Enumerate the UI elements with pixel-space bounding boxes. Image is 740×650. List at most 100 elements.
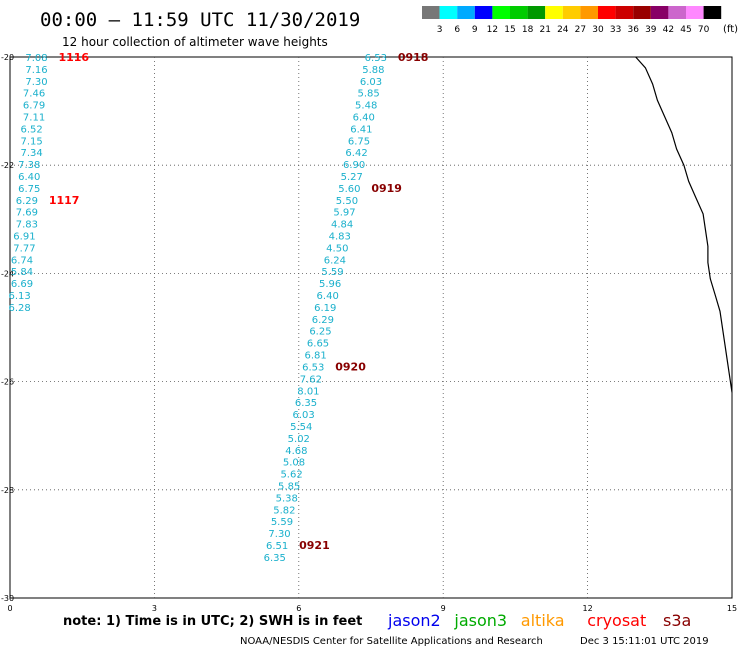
wave-height-value: 6.35 <box>295 398 317 409</box>
x-tick-label: 6 <box>296 604 301 613</box>
wave-height-value: 6.53 <box>302 362 324 373</box>
y-tick-label: -26 <box>1 378 14 387</box>
scale-tick-label: 18 <box>522 25 534 35</box>
scale-tick-label: 70 <box>698 25 710 35</box>
altimeter-passes: 7.087.167.307.466.797.116.527.157.347.38… <box>8 51 428 564</box>
wave-height-value: 6.03 <box>360 77 382 88</box>
pass-time-label: 0919 <box>371 182 402 195</box>
wave-height-value: 6.42 <box>345 148 367 159</box>
scale-swatch <box>474 6 493 19</box>
wave-height-value: 5.50 <box>336 196 358 207</box>
legend-altika: altika <box>521 611 565 630</box>
wave-height-value: 5.02 <box>288 434 310 445</box>
scale-swatch <box>492 6 510 19</box>
wave-height-value: 7.08 <box>25 53 47 64</box>
scale-tick-label: 42 <box>663 25 674 35</box>
x-tick-label: 12 <box>583 604 593 613</box>
wave-height-value: 6.29 <box>312 315 334 326</box>
y-tick-label: -28 <box>1 486 14 495</box>
pass-0920: 6.537.628.016.356.035.545.024.685.085.62… <box>268 360 366 540</box>
scale-tick-label: 36 <box>627 25 639 35</box>
chart-title: 00:00 – 11:59 UTC 11/30/2019 <box>40 9 360 31</box>
pass-time-label: 1117 <box>49 194 80 207</box>
wave-height-value: 5.48 <box>355 101 377 112</box>
wave-height-value: 6.28 <box>8 303 30 314</box>
x-tick-label: 0 <box>7 604 12 613</box>
wave-height-value: 6.75 <box>18 184 40 195</box>
wave-height-value: 6.25 <box>309 327 331 338</box>
scale-tick-label: 3 <box>437 25 443 35</box>
legend-jason3: jason3 <box>453 611 507 630</box>
scale-swatch <box>510 6 528 19</box>
wave-height-value: 6.52 <box>21 124 43 135</box>
wave-height-value: 6.91 <box>13 232 35 243</box>
pass-0919: 5.605.505.974.844.834.506.245.595.966.40… <box>305 182 402 362</box>
footer-credit: NOAA/NESDIS Center for Satellite Applica… <box>240 636 543 647</box>
wave-height-value: 6.24 <box>324 255 346 266</box>
wave-height-value: 6.81 <box>305 351 327 362</box>
wave-height-value: 6.79 <box>23 101 45 112</box>
scale-swatch <box>562 6 581 19</box>
wave-height-value: 7.38 <box>18 160 40 171</box>
scale-tick-label: 15 <box>504 25 515 35</box>
scale-tick-label: 45 <box>680 25 691 35</box>
scale-swatch <box>545 6 563 19</box>
scale-tick-label: 33 <box>610 25 621 35</box>
wave-height-value: 6.41 <box>350 124 372 135</box>
y-tick-label: -30 <box>1 594 14 603</box>
pass-time-label: 0921 <box>299 539 330 552</box>
scale-swatch <box>650 6 669 19</box>
wave-height-value: 5.96 <box>319 279 341 290</box>
legend-cryosat: cryosat <box>587 611 646 630</box>
note-text: note: 1) Time is in UTC; 2) SWH is in fe… <box>63 614 362 629</box>
scale-swatch <box>422 6 440 19</box>
scale-swatch <box>598 6 616 19</box>
scale-tick-label: 24 <box>557 25 569 35</box>
wave-height-value: 7.62 <box>300 374 322 385</box>
wave-height-value: 5.59 <box>271 517 293 528</box>
pass-1117: 6.297.697.836.917.776.745.846.696.136.28… <box>8 194 79 314</box>
gridlines <box>10 57 732 598</box>
scale-swatch <box>527 6 546 19</box>
y-tick-label: -24 <box>1 269 14 278</box>
wave-height-value: 6.40 <box>317 291 339 302</box>
wave-height-value: 7.34 <box>21 148 43 159</box>
wave-height-value: 6.29 <box>16 196 38 207</box>
y-tick-label: -20 <box>1 53 14 62</box>
scale-swatch <box>580 6 598 19</box>
pass-time-label: 0918 <box>398 51 429 64</box>
wave-height-value: 5.84 <box>11 267 33 278</box>
wave-height-value: 4.83 <box>329 232 351 243</box>
wave-height-value: 6.35 <box>264 553 286 564</box>
scale-swatch <box>686 6 704 19</box>
scale-tick-label: 6 <box>454 25 460 35</box>
legend-jason2: jason2 <box>387 611 441 630</box>
scale-swatch <box>633 6 651 19</box>
legend-s3a: s3a <box>663 611 691 630</box>
wave-height-value: 5.54 <box>290 422 312 433</box>
scale-swatch <box>703 6 722 19</box>
scale-units: (ft) <box>723 24 738 35</box>
scale-tick-label: 9 <box>472 25 478 35</box>
wave-height-value: 5.85 <box>357 89 379 100</box>
wave-height-value: 5.60 <box>338 184 360 195</box>
wave-height-value: 6.69 <box>11 279 33 290</box>
x-tick-label: 9 <box>441 604 446 613</box>
wave-height-value: 8.01 <box>297 386 319 397</box>
pass-0921: 6.516.35 0921 <box>264 539 330 564</box>
wave-height-value: 6.40 <box>18 172 40 183</box>
color-scale-bar: 3 6 9 12 15 18 21 24 27 30 33 36 39 42 45 70 <box>422 6 722 35</box>
axis-tick-labels: 0 3 6 9 12 15 -20 -22 -24 -26 -28 -30 <box>1 53 737 613</box>
wave-height-value: 6.40 <box>353 113 375 124</box>
scale-tick-label: 21 <box>539 25 550 35</box>
scale-swatch <box>668 6 686 19</box>
wave-height-value: 6.51 <box>266 541 288 552</box>
scale-swatch <box>439 6 458 19</box>
scale-swatch <box>615 6 634 19</box>
satellite-legend: jason2 jason3 altika cryosat s3a <box>387 611 691 630</box>
pass-1116: 7.087.167.307.466.797.116.527.157.347.38… <box>18 51 89 195</box>
wave-height-value: 4.50 <box>326 243 348 254</box>
scale-swatch <box>457 6 475 19</box>
wave-height-value: 6.13 <box>8 291 30 302</box>
wave-height-value: 7.30 <box>268 529 290 540</box>
